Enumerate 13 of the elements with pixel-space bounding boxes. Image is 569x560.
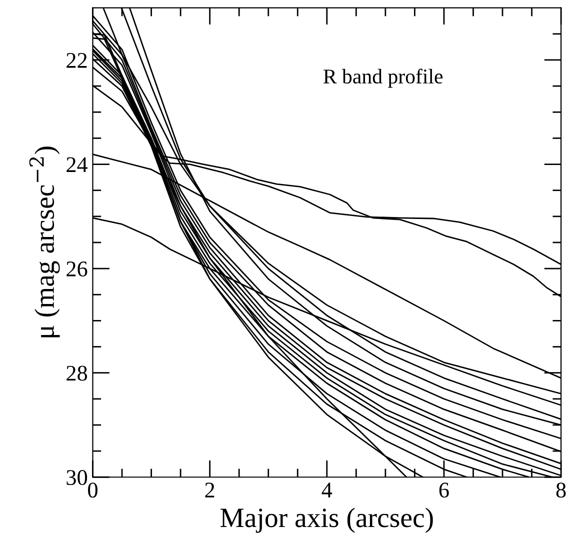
y-tick-label: 22 [66, 52, 87, 68]
x-tick-label: 4 [322, 482, 332, 498]
y-tick-label: 30 [66, 470, 88, 486]
annotation: R band profile [324, 68, 443, 88]
y-axis-title: μ (mag arcsec$^{−2}$) [29, 146, 60, 338]
x-axis-title: Major axis (arcsec) [220, 508, 433, 533]
y-tick-label: 24 [66, 157, 88, 172]
y-tick-label: 28 [66, 366, 88, 381]
x-tick-label: 0 [88, 482, 98, 498]
x-tick-label: 8 [556, 482, 566, 498]
x-tick-label: 2 [205, 482, 214, 498]
x-tick-label: 6 [439, 482, 449, 498]
y-tick-label: 26 [66, 262, 88, 276]
